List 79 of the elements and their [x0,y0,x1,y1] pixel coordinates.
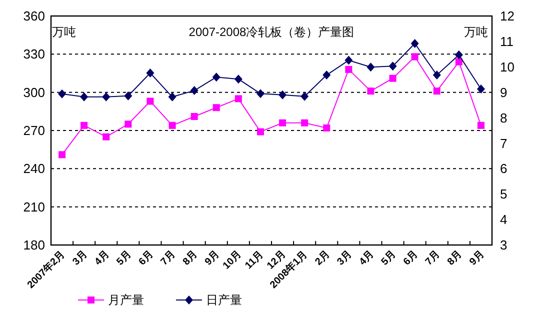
x-tick-label: 7月 [424,248,442,268]
x-tick-label: 3月 [335,248,354,268]
point [301,119,308,126]
point [455,58,462,66]
x-tick-label: 8月 [446,248,464,268]
point [234,74,242,84]
point [146,98,154,105]
point [477,122,484,129]
point [300,92,309,101]
point [58,151,66,158]
x-tick-label: 8月 [181,248,200,268]
y-tick-label: 210 [23,199,45,214]
point [432,70,441,80]
point [234,95,242,102]
point [433,88,440,95]
point [190,86,198,96]
point [322,70,331,80]
point [323,124,330,132]
x-tick-label: 9月 [468,248,486,268]
y2-tick-label: 9 [500,84,508,100]
point [168,122,176,129]
x-tick-label: 2月 [313,248,332,268]
point [278,90,287,100]
point [345,66,352,73]
y-tick-label: 360 [23,8,45,24]
point [454,50,463,60]
x-tick-label: 6月 [402,248,420,268]
point [80,122,88,129]
y-tick-label: 270 [23,123,45,138]
x-tick-label: 5月 [114,248,134,268]
y2-tick-label: 10 [500,59,514,74]
x-tick-label: 4月 [92,248,112,268]
x-tick-label: 3月 [70,248,90,268]
x-tick-label: 4月 [357,248,376,268]
y2-tick-label: 11 [500,34,514,49]
legend-label: 月产量 [108,293,144,308]
point [388,62,397,71]
x-tick-label: 5月 [380,248,398,268]
point [410,38,419,48]
point [367,88,374,95]
point [212,104,220,112]
y-tick-label: 330 [23,46,45,62]
point [80,92,88,102]
y2-tick-label: 8 [500,110,508,126]
point [146,68,154,78]
x-tick-label: 9月 [203,248,222,268]
x-tick-label: 7月 [159,248,178,268]
point [279,119,286,126]
legend-label: 日产量 [206,293,242,308]
y-tick-label: 300 [23,84,45,100]
point [256,128,264,136]
y2-tick-label: 3 [500,238,508,253]
y2-axis-title: 万吨 [464,25,488,39]
text: 2007-2008冷轧板（卷）产量图 [188,25,354,39]
point [124,91,132,100]
y-axis-title: 万吨 [52,25,76,39]
y2-tick-label: 6 [500,161,508,176]
point [58,89,66,98]
point [344,56,353,65]
x-tick-label: 6月 [136,248,156,268]
y2-tick-label: 5 [500,186,508,202]
point [168,92,176,102]
y2-tick-label: 4 [500,212,508,228]
point [212,72,220,82]
point [102,92,110,102]
point [256,89,264,98]
point [124,120,132,128]
point [411,53,418,60]
y2-tick-label: 7 [500,136,508,151]
point [476,84,485,94]
point [102,133,110,140]
point [190,113,198,120]
x-tick-label: 10月 [221,248,244,272]
y2-tick-label: 12 [500,8,514,24]
point [366,62,375,72]
point [389,74,396,82]
y-tick-label: 240 [23,161,45,176]
y-tick-label: 180 [23,238,45,253]
x-tick-label: 11月 [243,249,266,272]
